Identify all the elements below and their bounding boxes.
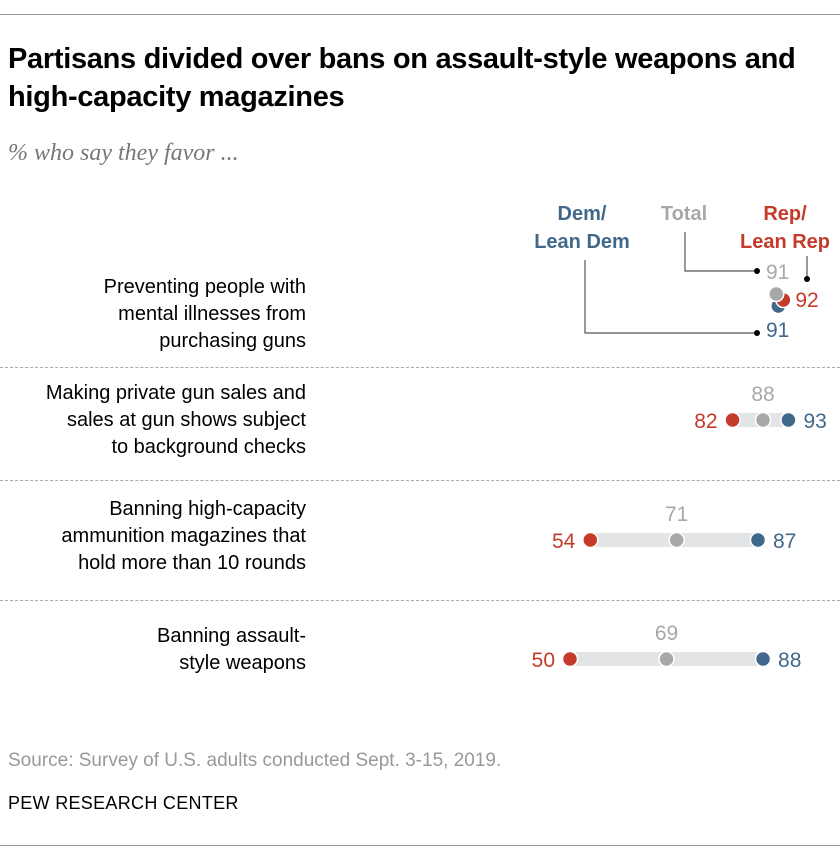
source-note: Source: Survey of U.S. adults conducted …	[8, 750, 502, 771]
label-total: 88	[751, 383, 774, 406]
category-label-line: style weapons	[179, 652, 306, 674]
label-rep: 54	[552, 530, 576, 553]
legend-dem-line2: Lean Dem	[534, 231, 630, 253]
dot-dem	[780, 411, 797, 429]
brand-logo-text: PEW RESEARCH CENTER	[8, 793, 239, 813]
legend-rep: Rep/ Lean Rep	[730, 200, 840, 256]
label-rep: 92	[795, 289, 818, 312]
category-label-line: Preventing people with	[103, 276, 306, 298]
top-rule	[0, 14, 840, 15]
dot-rep	[582, 531, 599, 549]
callout-dot-dem	[754, 330, 760, 336]
label-dem: 88	[778, 649, 801, 672]
legend-dem: Dem/ Lean Dem	[520, 200, 644, 256]
callout-dot-total	[754, 268, 760, 274]
label-rep: 82	[694, 410, 717, 433]
callout-line-total	[684, 232, 757, 272]
label-dem: 87	[773, 530, 796, 553]
category-label-line: Making private gun sales and	[45, 382, 306, 404]
category-label-line: Banning assault-	[157, 625, 306, 647]
chart-subtitle: % who say they favor ...	[8, 140, 239, 166]
dot-total	[768, 285, 785, 303]
category-label-line: mental illnesses from	[118, 303, 306, 325]
divider	[0, 480, 840, 481]
category-label-line: to background checks	[111, 436, 306, 458]
label-total: 71	[665, 503, 688, 526]
dot-total	[658, 650, 675, 668]
chart-title: Partisans divided over bans on assault-s…	[8, 43, 796, 113]
legend-rep-line1: Rep/	[763, 203, 807, 225]
divider	[0, 367, 840, 368]
dot-dem	[749, 531, 767, 549]
callout-line-dem	[584, 260, 757, 334]
category-label: Banning high-capacity ammunition magazine…	[0, 496, 306, 577]
category-label: Banning assault-style weapons	[0, 623, 306, 677]
category-label-line: purchasing guns	[159, 330, 306, 352]
divider	[0, 600, 840, 601]
category-label-line: hold more than 10 rounds	[78, 552, 306, 574]
dot-rep	[561, 650, 579, 668]
category-label: Making private gun sales and sales at gun…	[0, 380, 306, 461]
dot-total	[754, 411, 772, 429]
category-label-line: sales at gun shows subject	[66, 409, 306, 431]
dot-rep	[724, 411, 741, 429]
category-label-line: Banning high-capacity	[109, 498, 306, 520]
legend-total: Total	[660, 203, 708, 225]
legend-rep-line2: Lean Rep	[739, 231, 831, 253]
category-label-line: ammunition magazines that	[61, 525, 306, 547]
bottom-rule	[0, 845, 840, 846]
legend-dem-line1: Dem/	[557, 203, 607, 225]
dot-total	[668, 531, 685, 549]
callout-dot-rep	[804, 276, 810, 282]
label-total: 91	[766, 261, 789, 284]
category-label: Preventing people with mental illnesses f…	[0, 274, 306, 355]
label-rep: 50	[532, 649, 555, 672]
label-total: 69	[655, 622, 678, 645]
dot-dem	[754, 650, 772, 668]
label-dem: 93	[803, 410, 826, 433]
label-dem: 91	[766, 319, 789, 342]
